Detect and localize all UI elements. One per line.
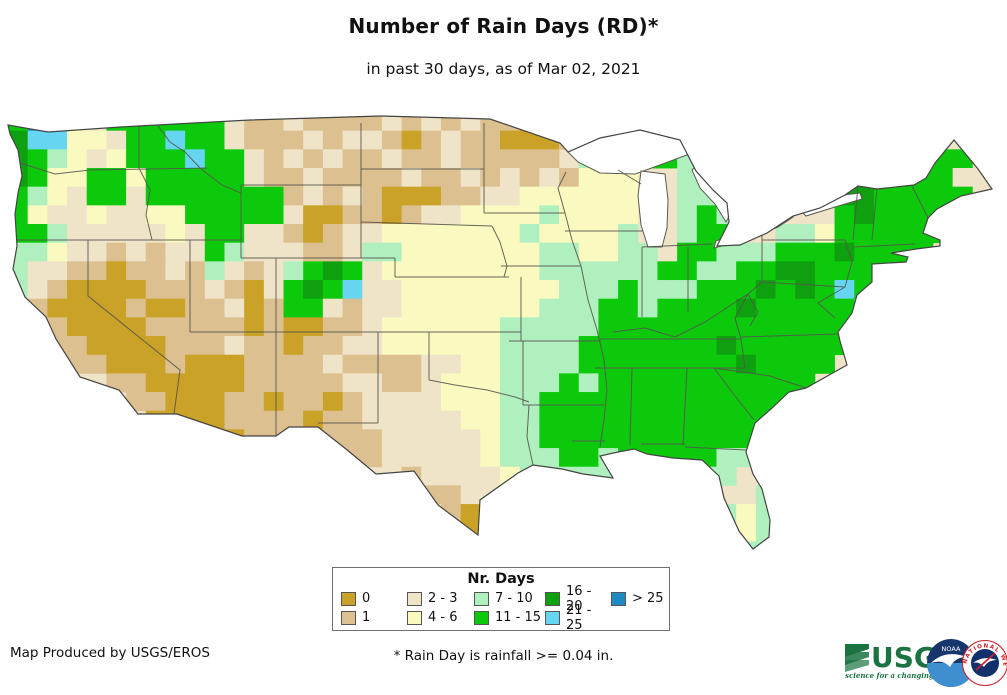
legend-label: 4 - 6 bbox=[428, 610, 458, 625]
legend-swatch bbox=[611, 592, 626, 606]
legend-label: 11 - 15 bbox=[495, 610, 541, 625]
legend-swatch bbox=[341, 611, 356, 625]
legend-item: 21 - 25 bbox=[545, 608, 611, 627]
legend-item: > 25 bbox=[611, 589, 667, 608]
legend-label: 1 bbox=[362, 610, 370, 625]
legend-swatch bbox=[545, 592, 560, 606]
legend-item: 2 - 3 bbox=[407, 589, 474, 608]
legend-swatch bbox=[474, 611, 489, 625]
legend-item: 0 bbox=[341, 589, 407, 608]
legend-swatch bbox=[545, 611, 560, 625]
legend-swatch bbox=[407, 611, 422, 625]
legend-swatch bbox=[407, 592, 422, 606]
legend-title: Nr. Days bbox=[333, 571, 669, 587]
legend-label: 21 - 25 bbox=[566, 603, 611, 633]
lake-superior bbox=[568, 117, 737, 174]
legend-label: 0 bbox=[362, 591, 370, 606]
legend-item: 1 bbox=[341, 608, 407, 627]
legend-label: 2 - 3 bbox=[428, 591, 458, 606]
legend-label: 7 - 10 bbox=[495, 591, 533, 606]
legend-label: > 25 bbox=[632, 591, 664, 606]
legend-item: 11 - 15 bbox=[474, 608, 545, 627]
noaa-text: NOAA bbox=[942, 645, 961, 653]
legend-item: 7 - 10 bbox=[474, 589, 545, 608]
legend-item: 4 - 6 bbox=[407, 608, 474, 627]
agency-logos: USGS science for a changing world NOAA N… bbox=[843, 636, 1007, 691]
legend-swatch bbox=[341, 592, 356, 606]
legend-swatch bbox=[474, 592, 489, 606]
